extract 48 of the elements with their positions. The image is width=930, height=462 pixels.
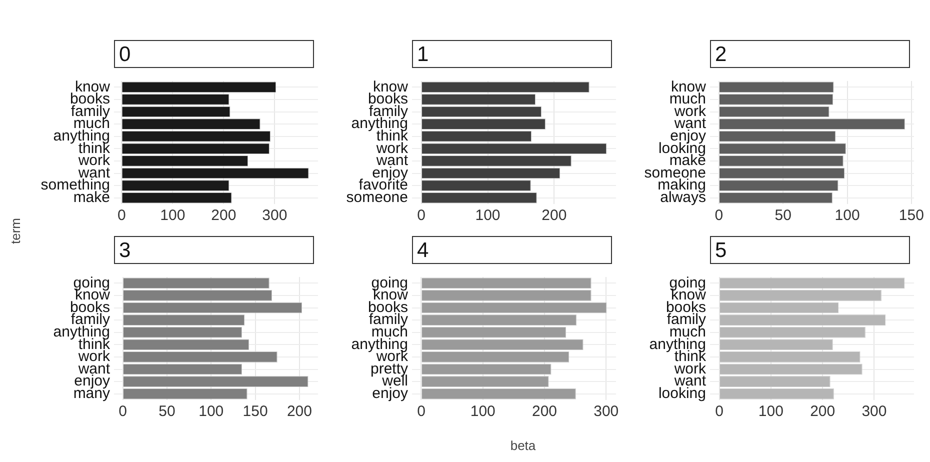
y-tick-label: family — [368, 102, 408, 120]
y-tick-label: anything — [53, 127, 110, 144]
x-tick-label: 50 — [158, 403, 176, 420]
y-tick-label: anything — [649, 336, 706, 353]
chart-title: 3 — [114, 236, 314, 264]
chart-title: 0 — [114, 40, 314, 68]
chart-title: 1 — [412, 40, 612, 68]
x-tick-label: 0 — [118, 403, 128, 420]
x-tick-label: 0 — [714, 207, 724, 224]
chart-title: 5 — [710, 236, 910, 264]
y-tick-label: making — [658, 176, 706, 194]
x-tick-label: 0 — [417, 207, 426, 224]
y-tick-label: pretty — [370, 360, 408, 378]
y-tick-label: looking — [658, 384, 706, 402]
chart-title: 2 — [710, 40, 910, 68]
y-tick-label: anything — [351, 336, 408, 353]
y-tick-label: enjoy — [670, 127, 706, 144]
x-tick-label: 200 — [542, 207, 567, 224]
x-tick-label: 100 — [834, 207, 860, 224]
y-axis-title: term — [8, 217, 24, 246]
x-tick-label: 200 — [810, 403, 836, 420]
x-tick-label: 150 — [242, 403, 268, 420]
x-tick-label: 300 — [262, 207, 288, 224]
x-tick-label: 150 — [898, 207, 924, 224]
x-tick-label: 100 — [758, 403, 784, 420]
y-tick-label: enjoy — [372, 384, 408, 402]
x-axis-title: beta — [509, 438, 537, 453]
y-tick-label: family — [666, 311, 706, 328]
x-tick-label: 200 — [211, 207, 236, 224]
x-tick-label: 200 — [286, 403, 312, 420]
y-tick-label: enjoy — [372, 164, 408, 182]
x-tick-label: 300 — [862, 403, 887, 420]
y-tick-label: family — [70, 102, 110, 120]
y-tick-label: family — [368, 311, 408, 328]
chart-title: 4 — [412, 236, 612, 264]
x-tick-label: 100 — [475, 207, 500, 224]
y-tick-label: someone — [346, 188, 408, 206]
x-tick-label: 0 — [417, 403, 426, 420]
x-tick-label: 200 — [532, 403, 558, 420]
x-tick-label: 100 — [160, 207, 186, 224]
x-tick-label: 100 — [198, 403, 224, 420]
x-tick-label: 100 — [470, 403, 496, 420]
x-tick-label: 50 — [774, 207, 792, 224]
y-tick-label: something — [40, 176, 110, 194]
x-tick-label: 0 — [715, 403, 724, 420]
x-tick-label: 300 — [594, 403, 619, 420]
y-tick-label: family — [70, 311, 110, 328]
x-tick-label: 0 — [117, 207, 126, 224]
